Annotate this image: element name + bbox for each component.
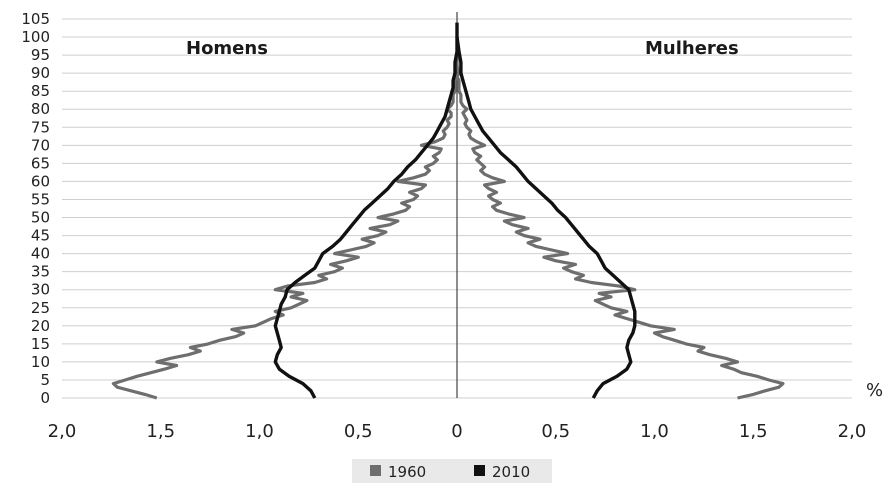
y-tick-label: 65 xyxy=(31,154,50,172)
x-axis-ticks: 2,0 1,5 1,0 0,5 0 0,5 1,0 1,5 2,0 xyxy=(48,421,867,442)
y-tick-label: 50 xyxy=(31,209,50,227)
y-axis-ticks: 0510152025303540455055606570758085909510… xyxy=(21,10,50,407)
x-tick-label: 0,5 xyxy=(344,421,373,442)
series-lines xyxy=(111,22,785,400)
legend: 1960 2010 xyxy=(352,459,552,483)
y-tick-label: 75 xyxy=(31,118,50,136)
y-tick-label: 80 xyxy=(31,100,50,118)
y-tick-label: 70 xyxy=(31,136,50,154)
series-1960-men-line xyxy=(111,55,459,400)
x-tick-label: 1,0 xyxy=(245,421,274,442)
y-tick-label: 90 xyxy=(31,64,50,82)
y-tick-label: 0 xyxy=(40,389,50,407)
x-tick-label: 1,5 xyxy=(146,421,175,442)
y-tick-label: 95 xyxy=(31,46,50,64)
x-tick-label: 0 xyxy=(451,421,462,442)
y-tick-label: 100 xyxy=(21,28,50,46)
legend-label-1960: 1960 xyxy=(388,463,426,481)
x-tick-label: 1,0 xyxy=(640,421,669,442)
y-tick-label: 20 xyxy=(31,317,50,335)
y-tick-label: 25 xyxy=(31,299,50,317)
x-tick-label: 1,5 xyxy=(739,421,768,442)
series-2010-women-line xyxy=(455,22,637,399)
legend-label-2010: 2010 xyxy=(492,463,530,481)
y-tick-label: 5 xyxy=(40,371,50,389)
y-tick-label: 30 xyxy=(31,281,50,299)
men-label: Homens xyxy=(186,38,268,59)
legend-swatch-1960 xyxy=(370,465,381,476)
women-label: Mulheres xyxy=(645,38,739,59)
y-tick-label: 60 xyxy=(31,172,50,190)
y-tick-label: 10 xyxy=(31,353,50,371)
y-tick-label: 40 xyxy=(31,245,50,263)
series-2010-men-line xyxy=(273,37,459,399)
y-tick-label: 55 xyxy=(31,190,50,208)
unit-label: % xyxy=(866,380,883,401)
x-tick-label: 2,0 xyxy=(838,421,867,442)
x-tick-label: 2,0 xyxy=(48,421,77,442)
y-tick-label: 35 xyxy=(31,263,50,281)
legend-background xyxy=(352,459,552,483)
y-tick-label: 15 xyxy=(31,335,50,353)
y-tick-label: 45 xyxy=(31,227,50,245)
series-1960-women-line xyxy=(455,55,785,400)
y-tick-label: 105 xyxy=(21,10,50,28)
x-tick-label: 0,5 xyxy=(541,421,570,442)
y-tick-label: 85 xyxy=(31,82,50,100)
legend-swatch-2010 xyxy=(474,465,485,476)
